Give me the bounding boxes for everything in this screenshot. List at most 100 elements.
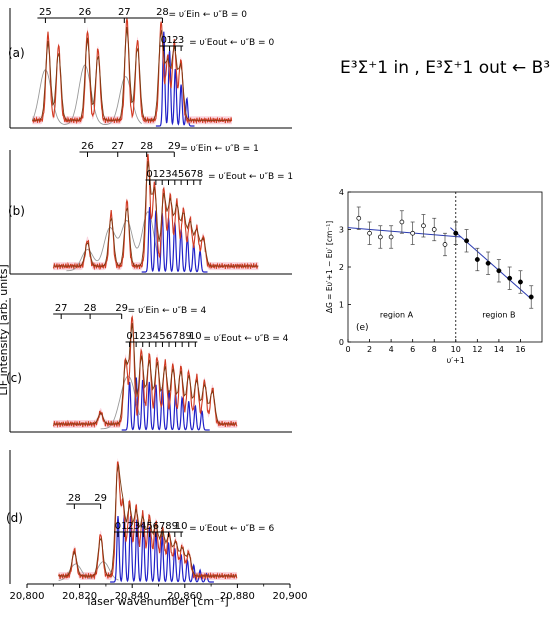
comb-bottom-label: 0 (126, 331, 132, 342)
comb-bottom-label: 9 (172, 521, 178, 532)
comb-top-label: 27 (118, 7, 131, 18)
x-axis-tick-label: 20,820 (62, 591, 97, 602)
panel-e-x-label: υ′+1 (447, 356, 465, 365)
comb-bottom-label: 9 (186, 331, 192, 342)
data-point-filled (453, 230, 459, 236)
comb-bottom-label: 7 (159, 521, 165, 532)
comb-bottom-label: 1 (166, 35, 172, 46)
comb-top-label: 29 (94, 493, 107, 504)
brown-trace-4 (58, 464, 237, 577)
comb-top-suffix: = υ′Ein ← υ″B = 4 (128, 306, 207, 316)
data-point-open (399, 219, 405, 225)
comb-bottom-label: 3 (134, 521, 140, 532)
blue-trace-3 (121, 377, 210, 431)
comb-top-label: 28 (156, 7, 169, 18)
comb-top-suffix: = υ′Ein ← υ″B = 1 (180, 144, 259, 154)
blue-trace-1 (155, 31, 195, 127)
panel-e-x-tick-label: 4 (389, 345, 394, 354)
gray-trace-1 (31, 64, 142, 125)
panel-e-y-tick-label: 0 (339, 338, 344, 347)
comb-bottom-label: 8 (179, 331, 185, 342)
comb-top-label: 29 (115, 303, 128, 314)
comb-bottom-label: 3 (165, 169, 171, 180)
comb-bottom-label: 3 (146, 331, 152, 342)
comb-bottom-label: 4 (153, 331, 159, 342)
region-a-label: region A (380, 311, 414, 320)
comb-bottom-label: 7 (191, 169, 197, 180)
figure-equation: E³Σ⁺1 in , E³Σ⁺1 out ← B³1, υ″B (340, 58, 550, 78)
blue-trace-4 (110, 514, 214, 583)
data-point-open (442, 242, 448, 247)
panel-e-y-tick-label: 4 (339, 188, 344, 197)
x-axis-tick-label: 20,900 (273, 591, 308, 602)
comb-top-label: 27 (111, 141, 124, 152)
data-point-filled (464, 238, 470, 244)
x-axis-tick-label: 20,860 (167, 591, 202, 602)
panel-e-y-tick-label: 2 (339, 263, 344, 272)
comb-top-label: 28 (68, 493, 81, 504)
comb-bottom-label: 8 (197, 169, 203, 180)
y-axis-label: LIF intensity [arb. units] (0, 264, 10, 395)
comb-top-label: 26 (81, 141, 94, 152)
comb-top-label: 27 (55, 303, 68, 314)
comb-top-label: 25 (39, 7, 52, 18)
data-point-filled (485, 260, 491, 266)
data-point-open (421, 223, 426, 229)
data-point-filled (474, 257, 480, 262)
panel-e-x-tick-label: 16 (515, 345, 525, 354)
panel-e-y-tick-label: 1 (339, 301, 344, 310)
comb-bottom-label: 1 (133, 331, 139, 342)
panel-e-x-tick-label: 0 (345, 345, 350, 354)
panel-e-x-tick-label: 8 (432, 345, 437, 354)
gray-trace-3 (100, 375, 141, 430)
comb-bottom-label: 2 (127, 521, 133, 532)
panel-e-x-tick-label: 10 (451, 345, 461, 354)
data-point-open (431, 227, 437, 232)
panel-label: (c) (6, 371, 22, 385)
panel-e-y-label: ΔG = Eυ′+1 − Eυ′ [cm⁻¹] (325, 221, 334, 313)
comb-bottom-label: 2 (172, 35, 178, 46)
comb-bottom-label: 1 (153, 169, 159, 180)
data-point-filled (517, 279, 523, 285)
gray-trace-2 (66, 211, 159, 272)
comb-top-label: 29 (168, 141, 181, 152)
comb-bottom-label: 1 (121, 521, 127, 532)
comb-bottom-label: 4 (172, 169, 178, 180)
data-point-open (356, 215, 362, 221)
x-axis-tick-label: 20,840 (115, 591, 150, 602)
comb-bottom-label: 2 (159, 169, 165, 180)
fit-line-2 (450, 227, 532, 300)
panel-e-x-tick-label: 12 (472, 345, 482, 354)
comb-bottom-label: 6 (166, 331, 172, 342)
brown-trace-2 (53, 161, 259, 267)
comb-bottom-label: 6 (153, 521, 159, 532)
comb-bottom-label: 7 (172, 331, 178, 342)
data-point-filled (507, 275, 513, 281)
region-b-label: region B (482, 311, 515, 320)
comb-bottom-label: 4 (140, 521, 146, 532)
comb-top-label: 28 (84, 303, 97, 314)
comb-bottom-label: 0 (115, 521, 121, 532)
comb-bottom-label: 5 (146, 521, 152, 532)
panel-e-y-tick-label: 3 (339, 226, 344, 235)
fit-line-1 (347, 227, 462, 238)
x-axis-tick-label: 20,800 (10, 591, 45, 602)
comb-bottom-label: 0 (161, 35, 167, 46)
comb-bottom-label: 6 (184, 169, 190, 180)
comb-bottom-label: 8 (165, 521, 171, 532)
panel-e-x-tick-label: 14 (494, 345, 504, 354)
comb-bottom-label: 5 (178, 169, 184, 180)
comb-bottom-suffix: = υ′Eout ← υ″B = 4 (203, 334, 288, 344)
comb-bottom-label: 5 (159, 331, 165, 342)
panel-e-x-tick-label: 6 (410, 345, 415, 354)
comb-bottom-suffix: = υ′Eout ← υ″B = 1 (208, 172, 293, 182)
comb-bottom-suffix: = υ′Eout ← υ″B = 0 (189, 38, 274, 48)
panel-label: (a) (8, 46, 25, 60)
data-point-open (410, 230, 416, 236)
panel-e-letter: (e) (356, 323, 369, 333)
comb-bottom-label: 10 (175, 521, 188, 532)
brown-trace-3 (53, 323, 237, 425)
comb-bottom-label: 2 (140, 331, 146, 342)
comb-top-label: 28 (140, 141, 153, 152)
data-point-open (377, 234, 383, 240)
